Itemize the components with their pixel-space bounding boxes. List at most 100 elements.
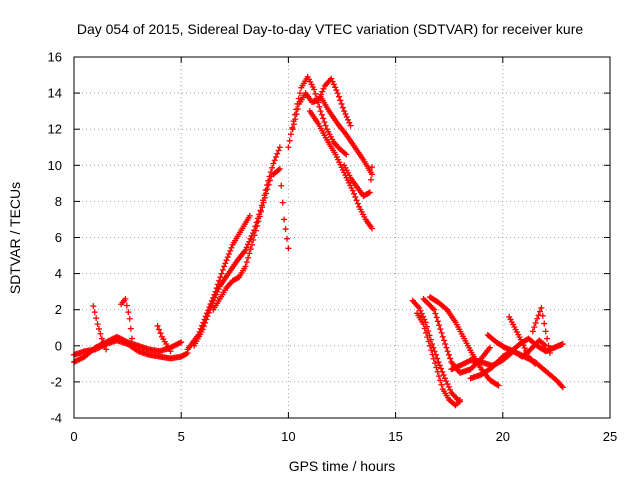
data-point [259, 204, 266, 211]
data-point [432, 310, 439, 317]
data-point [255, 218, 262, 225]
data-point [290, 121, 297, 128]
data-point [242, 247, 249, 254]
data-point [541, 320, 548, 327]
data-point [275, 166, 282, 173]
series-night-g [484, 331, 549, 360]
data-point [205, 309, 212, 316]
data-point [346, 119, 353, 126]
data-point [366, 189, 373, 196]
data-point [265, 181, 272, 188]
data-point [98, 335, 105, 342]
data-point [167, 348, 174, 355]
data-point [442, 340, 449, 347]
data-point [333, 87, 340, 94]
data-point [275, 147, 282, 154]
data-point [433, 364, 440, 371]
data-point [542, 328, 549, 335]
data-point [354, 200, 361, 207]
data-point [424, 334, 431, 341]
data-point [202, 319, 209, 326]
data-layer [71, 73, 566, 409]
data-point [218, 270, 225, 277]
data-point [538, 304, 545, 311]
data-point [339, 104, 346, 111]
y-tick-label: 16 [48, 50, 62, 65]
data-point [247, 246, 254, 253]
data-point [228, 244, 235, 251]
data-point [486, 344, 493, 351]
data-point [524, 350, 531, 357]
data-point [426, 342, 433, 349]
data-point [204, 313, 211, 320]
data-point [519, 339, 526, 346]
data-point [289, 126, 296, 133]
data-point [264, 186, 271, 193]
data-point [494, 381, 501, 388]
series-peak-d [317, 93, 376, 178]
y-tick-label: 0 [55, 338, 62, 353]
data-point [251, 232, 258, 239]
data-point [425, 338, 432, 345]
data-point [245, 254, 252, 261]
data-point [417, 307, 424, 314]
data-point [123, 302, 130, 309]
data-point [545, 342, 552, 349]
data-point [328, 75, 335, 82]
data-point [91, 309, 98, 316]
data-point [200, 323, 207, 330]
data-point [285, 245, 292, 252]
data-point [217, 274, 224, 281]
data-point [248, 241, 255, 248]
data-point [456, 396, 463, 403]
data-point [214, 288, 221, 295]
data-point [445, 351, 452, 358]
data-point [246, 212, 253, 219]
data-point [294, 105, 301, 112]
y-tick-label: -2 [50, 374, 62, 389]
data-point [440, 372, 447, 379]
series-spike-3 [154, 322, 174, 355]
data-point [322, 122, 329, 129]
data-point [223, 257, 230, 264]
data-point [311, 86, 318, 93]
data-point [96, 325, 103, 332]
data-point [292, 116, 299, 123]
data-point [367, 176, 374, 183]
data-point [318, 111, 325, 118]
data-point [246, 238, 253, 245]
data-point [434, 368, 441, 375]
y-tick-label: 6 [55, 230, 62, 245]
data-point [100, 339, 107, 346]
data-point [441, 375, 448, 382]
data-point [437, 326, 444, 333]
data-point [544, 335, 551, 342]
data-point [278, 182, 285, 189]
data-point [332, 84, 339, 91]
data-point [349, 187, 356, 194]
data-point [330, 81, 337, 88]
data-point [176, 339, 183, 346]
x-tick-label: 15 [388, 429, 402, 444]
data-point [341, 108, 348, 115]
data-point [435, 359, 442, 366]
data-point [256, 213, 263, 220]
data-point [128, 335, 135, 342]
series-rise-c [210, 173, 275, 313]
x-tick-label: 10 [281, 429, 295, 444]
plot-frame [73, 56, 611, 419]
data-point [342, 111, 349, 118]
data-point [247, 235, 254, 242]
data-point [319, 88, 326, 95]
data-point [343, 151, 350, 158]
data-point [287, 131, 294, 138]
data-point [447, 386, 454, 393]
data-point [546, 350, 553, 357]
data-point [261, 194, 268, 201]
data-point [227, 247, 234, 254]
data-point [219, 266, 226, 273]
data-point [199, 326, 206, 333]
data-point [416, 304, 423, 311]
series-rise-d [270, 165, 292, 252]
data-point [351, 190, 358, 197]
